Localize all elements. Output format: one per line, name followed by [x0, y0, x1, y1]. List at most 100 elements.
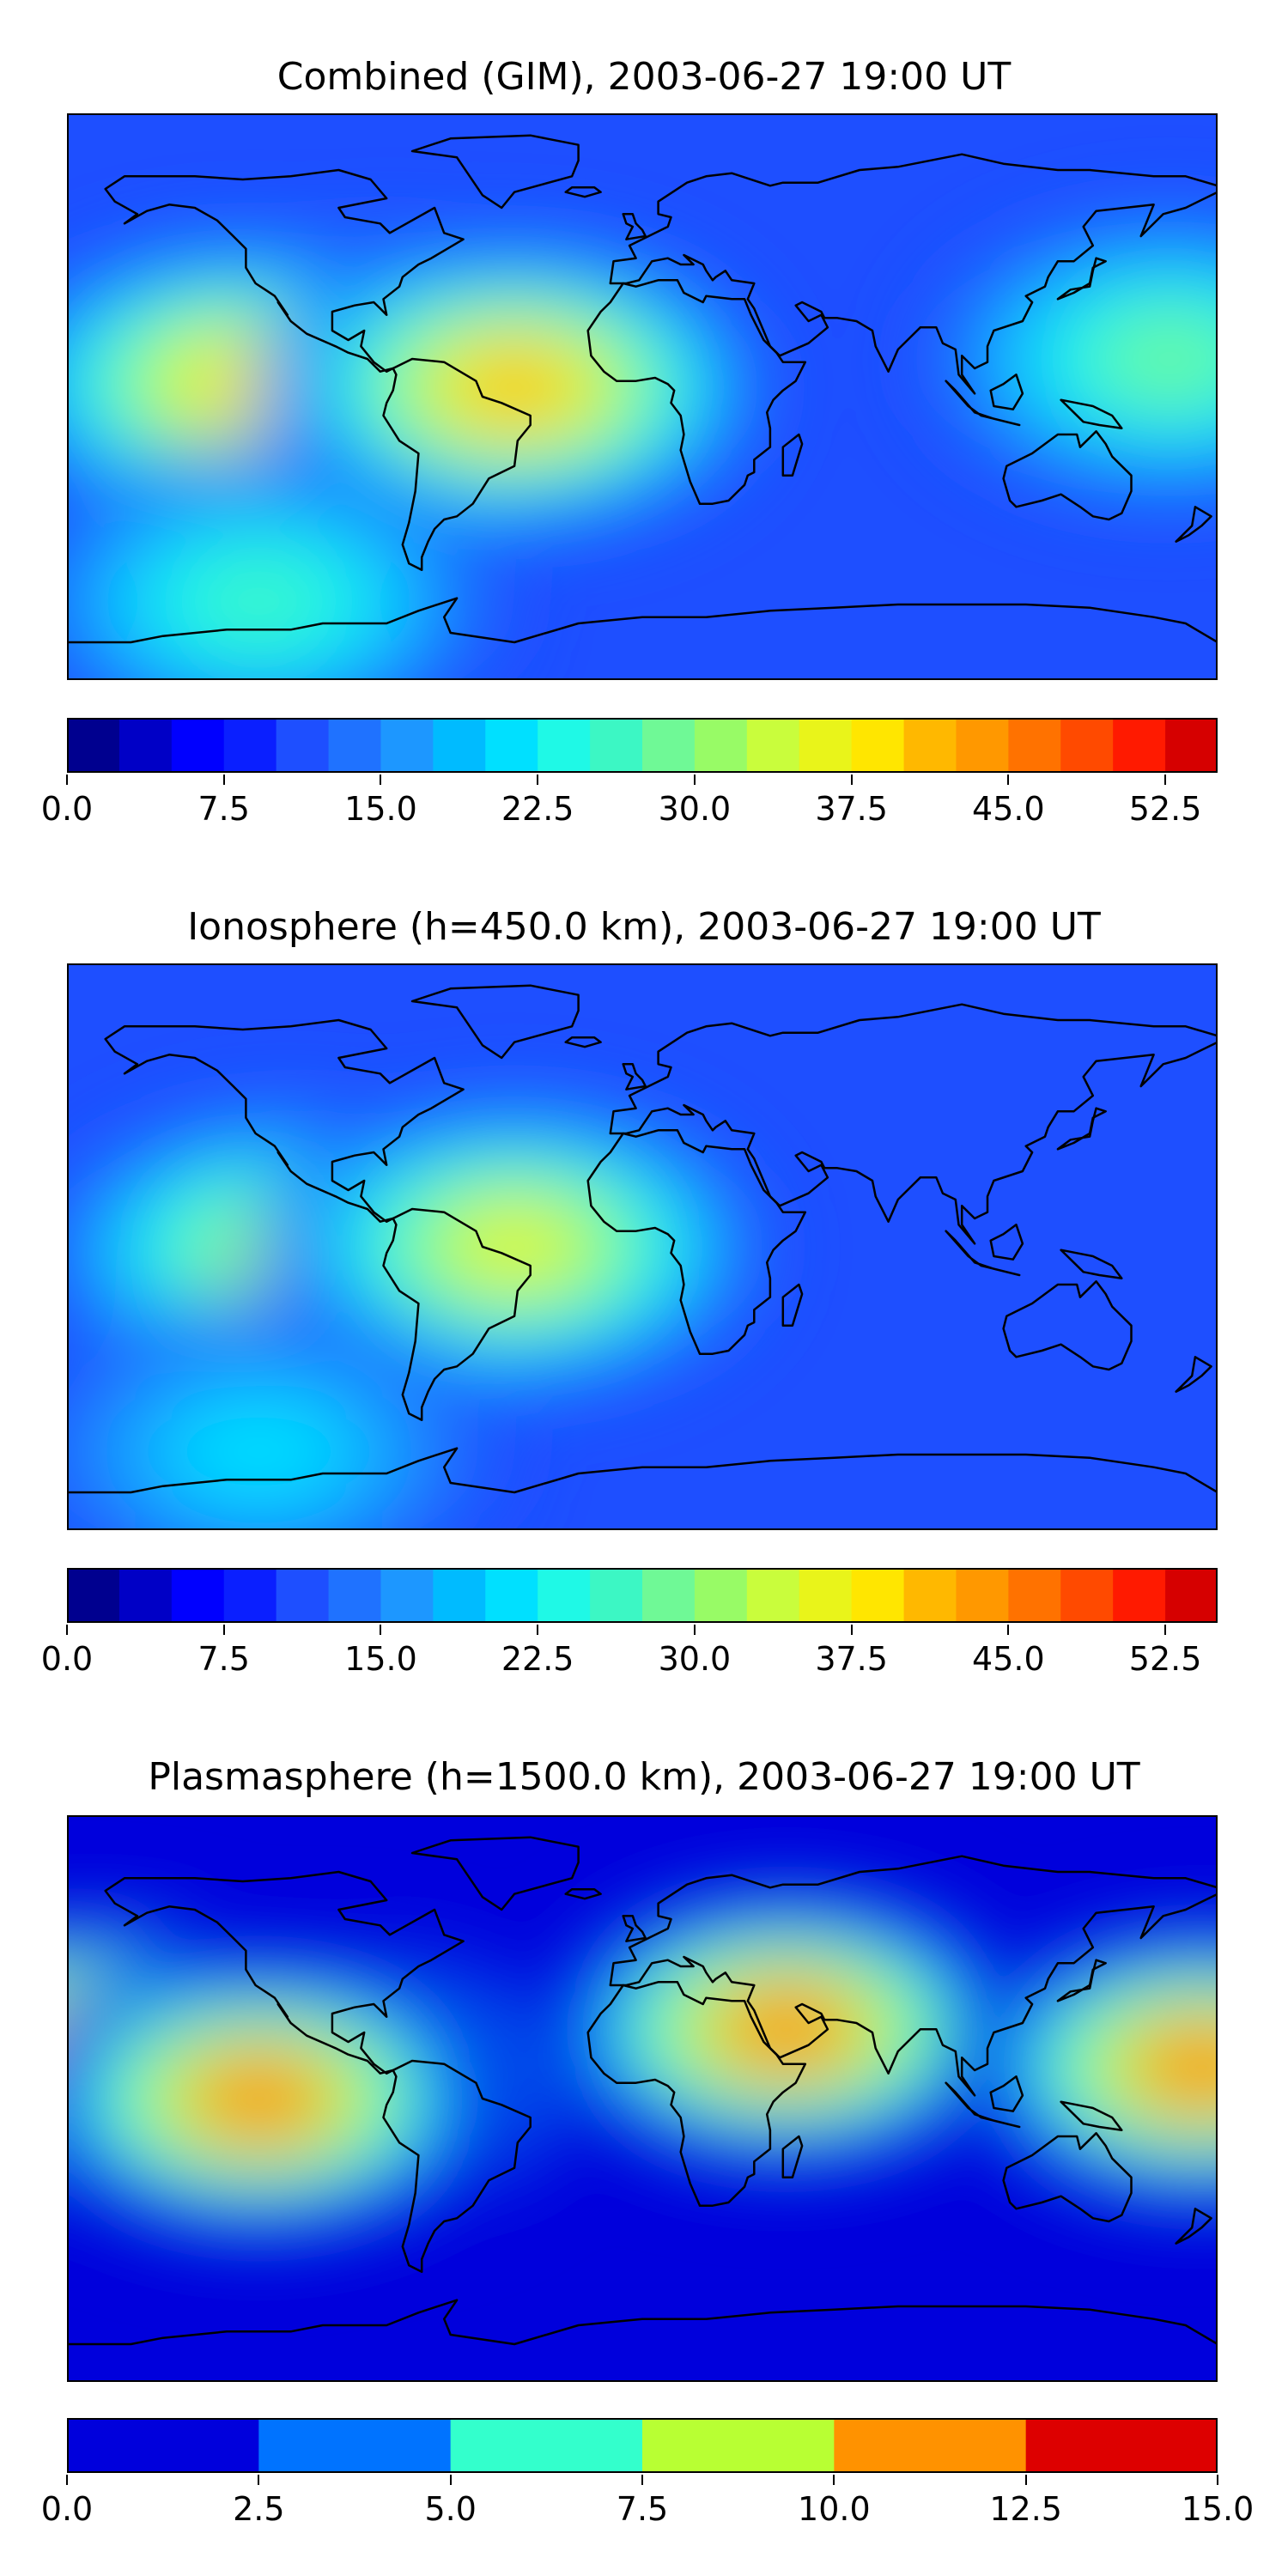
colorbar-tick-label: 15.0 — [1181, 2490, 1255, 2528]
colorbar-segment — [903, 1568, 957, 1623]
colorbar-segment — [380, 718, 434, 773]
colorbar-segment — [118, 1568, 173, 1623]
colorbar-tick-label: 45.0 — [972, 790, 1045, 828]
colorbar-segment — [834, 2418, 1027, 2473]
coastline-british-isles — [622, 1915, 647, 1942]
colorbar-segment — [851, 1568, 905, 1623]
colorbar-tick-label: 30.0 — [658, 790, 732, 828]
coastline-new-zealand — [1175, 2208, 1212, 2245]
map-svg — [67, 1815, 1218, 2382]
colorbar-tick-label: 37.5 — [815, 1640, 888, 1678]
coastline-north-america — [104, 1018, 465, 1223]
colorbar-tick-label: 7.5 — [197, 1640, 250, 1678]
map-svg — [67, 963, 1218, 1530]
coastline-borneo — [989, 374, 1024, 410]
coastline-greenland — [410, 984, 580, 1060]
colorbar-tick-mark — [380, 1625, 382, 1635]
colorbar-segment — [328, 718, 382, 773]
coastline-new-guinea — [1060, 2100, 1123, 2131]
colorbar-tick-mark — [380, 775, 382, 785]
chart-title: Ionosphere (h=450.0 km), 2003-06-27 19:0… — [187, 905, 1101, 949]
colorbar-tick-mark — [641, 2475, 643, 2485]
field-contour — [192, 561, 325, 641]
field-blobs — [67, 209, 1218, 680]
colorbar-segment — [590, 1568, 643, 1623]
coastline-north-america — [104, 1870, 465, 2075]
colorbar-segment — [956, 718, 1009, 773]
colorbar-segment — [258, 2418, 452, 2473]
map-ionosphere — [67, 963, 1218, 1530]
colorbar-segment — [67, 2418, 259, 2473]
field-contour — [463, 355, 567, 419]
field-contour — [1107, 321, 1218, 397]
colorbar-tick-mark — [222, 775, 225, 785]
coastline-indonesia — [945, 2081, 1021, 2129]
colorbar-tick-mark — [1024, 2475, 1027, 2485]
colorbar-segment — [851, 718, 905, 773]
colorbar-combined — [67, 718, 1218, 773]
colorbar-segment — [433, 718, 486, 773]
coastline-greenland — [410, 134, 580, 210]
colorbar-tick-label: 22.5 — [501, 1640, 574, 1678]
coastline-japan — [1056, 1107, 1107, 1151]
colorbar-tick-mark — [1217, 2475, 1218, 2485]
colorbar-tick-mark — [693, 1625, 696, 1635]
colorbar-segment — [799, 1568, 853, 1623]
field-contour — [179, 1404, 338, 1499]
colorbar-tick-mark — [1164, 775, 1167, 785]
colorbar-tick-mark — [66, 1625, 68, 1635]
colorbar-segment — [1008, 718, 1061, 773]
colorbar-segment — [538, 1568, 591, 1623]
colorbar-tick-mark — [66, 2475, 68, 2485]
field-contour — [707, 1982, 866, 2077]
colorbar-tick-mark — [449, 2475, 452, 2485]
coastline-iceland — [564, 1887, 602, 1900]
colorbar-tick-label: 15.0 — [344, 1640, 417, 1678]
colorbar-segment — [1060, 1568, 1114, 1623]
coastlines — [67, 1836, 1218, 2346]
field-contour — [459, 1213, 569, 1280]
colorbar-tick-mark — [850, 775, 853, 785]
colorbar-segment — [1025, 2418, 1218, 2473]
colorbar-segment — [590, 718, 643, 773]
coastline-indonesia — [945, 1230, 1021, 1277]
colorbar-tick-label: 7.5 — [616, 2490, 669, 2528]
colorbar-tick-mark — [850, 1625, 853, 1635]
colorbar-tick-label: 10.0 — [798, 2490, 871, 2528]
colorbar-tick-label: 22.5 — [501, 790, 574, 828]
coastline-new-zealand — [1175, 1356, 1212, 1393]
colorbar-segment — [799, 718, 853, 773]
map-frame — [67, 1815, 1218, 2382]
coastline-iceland — [564, 185, 602, 198]
colorbar-ticks-combined: 0.0 7.5 15.0 22.5 30.0 37.5 45.0 52.5 — [41, 775, 1218, 828]
colorbar-tick-label: 15.0 — [344, 790, 417, 828]
colorbar-tick-label: 30.0 — [658, 1640, 732, 1678]
colorbar-tick-label: 52.5 — [1128, 1640, 1202, 1678]
colorbar-segment — [485, 718, 538, 773]
coastlines — [67, 984, 1218, 1494]
colorbar-tick-label: 5.0 — [424, 2490, 477, 2528]
colorbar-svg — [67, 2418, 1218, 2473]
field-blobs — [67, 1097, 773, 1530]
colorbar-segment — [276, 1568, 330, 1623]
field-blobs — [67, 1879, 1218, 2249]
coastline-indonesia — [945, 380, 1021, 427]
colorbar-tick-label: 45.0 — [972, 1640, 1045, 1678]
colorbar-tick-label: 52.5 — [1128, 790, 1202, 828]
coastline-iceland — [564, 1036, 602, 1048]
colorbar-tick-label: 0.0 — [40, 1640, 94, 1678]
colorbar-segment — [1008, 1568, 1061, 1623]
coastline-british-isles — [622, 1063, 647, 1091]
field-contour — [179, 2051, 338, 2146]
colorbar-segment — [67, 718, 120, 773]
colorbar-segment — [1165, 718, 1218, 773]
colorbar-tick-label: 2.5 — [233, 2490, 285, 2528]
colorbar-segment — [450, 2418, 643, 2473]
coastline-new-zealand — [1175, 506, 1212, 543]
colorbar-segment — [1060, 718, 1114, 773]
coastline-antarctica — [67, 1447, 1218, 1494]
colorbar-tick-mark — [1007, 775, 1010, 785]
colorbar-ionosphere — [67, 1568, 1218, 1623]
chart-title: Combined (GIM), 2003-06-27 19:00 UT — [276, 55, 1012, 99]
colorbar-segment — [276, 718, 330, 773]
